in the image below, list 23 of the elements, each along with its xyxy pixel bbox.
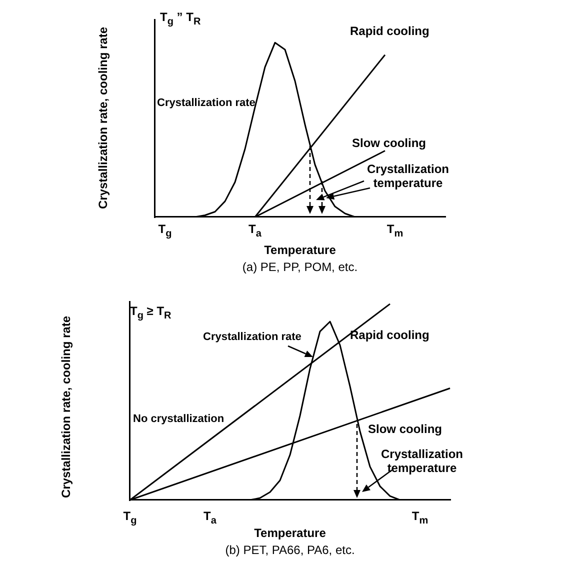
series-label: Crystallization rate <box>157 96 256 110</box>
y-axis-title: Crystallization rate, cooling rate <box>96 26 110 210</box>
x-tick-label: T$_{m}$ <box>412 509 428 528</box>
text: (b) PET, PA66, PA6, etc. <box>225 543 355 557</box>
x-axis-title: Temperature <box>264 243 336 257</box>
annotation: T$_{g}$ ≥ T$_{R}$ <box>130 304 172 324</box>
y-axis-title: Crystallization rate, cooling rate <box>59 316 73 498</box>
x-tick-label: T$_{g}$ <box>158 222 172 242</box>
series-label: Rapid cooling <box>350 328 430 342</box>
x-tick-label: T$_{g}$ <box>123 509 137 528</box>
x-axis-title: Temperature <box>254 526 326 540</box>
x-tick-label: T$_{m}$ <box>386 222 404 242</box>
series-label: Slow cooling <box>352 136 426 150</box>
annotation: No crystallization <box>133 412 224 426</box>
x-tick-label: T$_{a}$ <box>204 509 216 528</box>
annotation: Crystallization temperature <box>366 162 450 190</box>
text: Rapid cooling <box>350 24 430 38</box>
annotation: Crystallization temperature <box>380 447 464 475</box>
text: (a) PE, PP, POM, etc. <box>242 260 358 274</box>
text: T$_{g}$ ” T$_{R}$ <box>160 10 201 30</box>
x-tick-label: T$_{a}$ <box>248 222 262 242</box>
series-label: Crystallization rate <box>203 330 302 344</box>
series-label: Slow cooling <box>368 422 442 436</box>
